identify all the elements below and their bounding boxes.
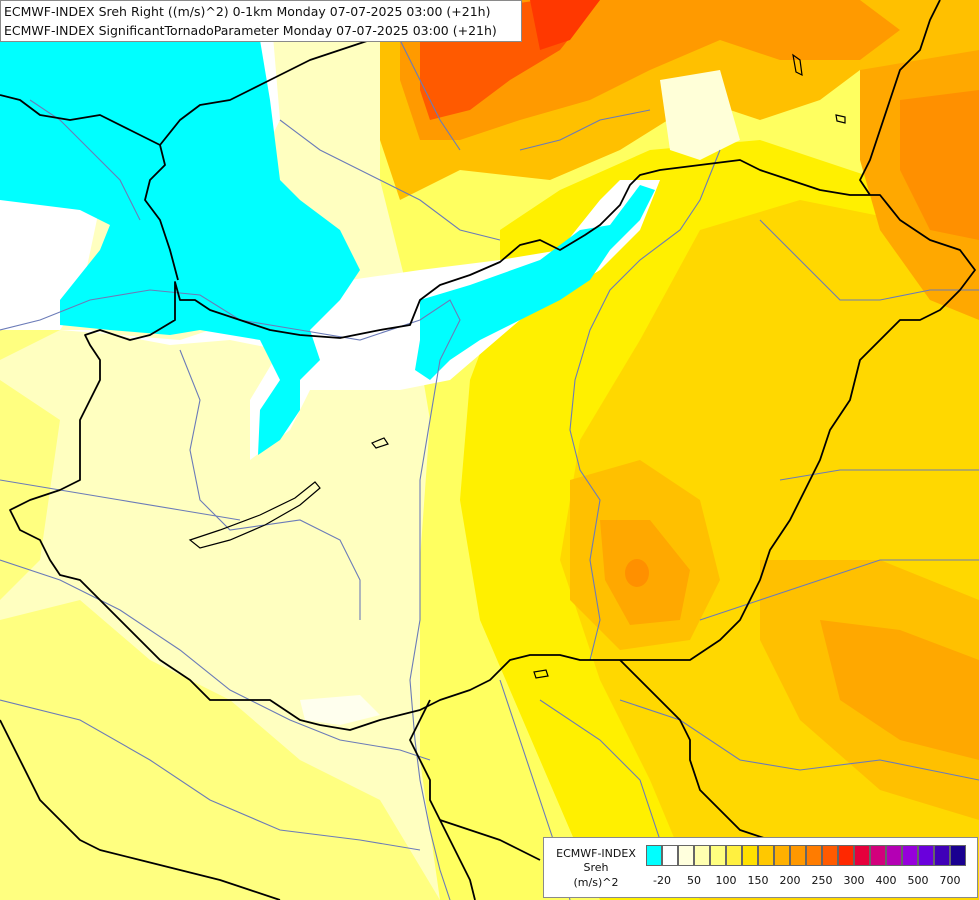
legend-swatch [934,845,950,866]
legend-swatch [870,845,886,866]
legend-swatch [854,845,870,866]
border-southwest [0,719,281,900]
legend-swatch [646,845,662,866]
legend-tick-label: 250 [811,874,833,887]
legend-tick-label: -20 [653,874,671,887]
lake-small-4 [533,669,549,679]
legend-swatch [774,845,790,866]
title-line-1: ECMWF-INDEX Sreh Right ((m/s)^2) 0-1km M… [4,4,491,19]
legend-swatch [838,845,854,866]
river-west-1 [0,479,241,521]
legend-swatch [710,845,726,866]
border-romania-south [619,659,771,841]
legend-source: ECMWF-INDEX [556,847,636,860]
legend-swatch [662,845,678,866]
legend-swatch [950,845,966,866]
legend-tick-label: 50 [687,874,701,887]
lake-small-1 [371,437,389,449]
river-east-1 [759,219,979,301]
border-east [859,0,941,196]
border-croatia [409,699,476,900]
lake-balaton [188,481,321,549]
legend-unit: (m/s)^2 [573,876,619,889]
legend-tick-label: 400 [875,874,897,887]
legend-swatch [678,845,694,866]
field-orange-southeast-core [820,620,979,760]
river-north-2 [399,39,461,151]
title-line-2: ECMWF-INDEX SignificantTornadoParameter … [4,23,497,38]
field-red-north-core [530,0,600,50]
field-white-halo-west [0,180,660,460]
river-tisza [569,149,721,661]
legend-swatch [918,845,934,866]
river-sava [0,699,421,851]
legend-tick-label: 100 [715,874,737,887]
field-orange-east-deep [900,90,979,240]
legend-tick-label: 700 [939,874,961,887]
river-northwest [29,99,141,221]
legend-swatches [646,845,966,866]
border-hungary [9,159,976,731]
river-north-3 [519,109,651,151]
field-yellow-southwest [0,600,440,900]
legend-tick-label: 150 [747,874,769,887]
legend-swatch [822,845,838,866]
legend-tick-label: 300 [843,874,865,887]
border-serbia [439,819,541,861]
field-cyan-river [415,185,655,380]
legend-ticks: -20 50 100 150 200 250 300 400 500 700 [646,874,976,890]
river-west-2 [179,349,361,620]
legend-swatch [790,845,806,866]
color-legend: ECMWF-INDEX Sreh (m/s)^2 -20 50 100 150 200 2… [543,837,978,898]
field-cyan-pocket [118,290,140,315]
river-east-2 [779,469,979,481]
field-white-south [300,695,380,725]
legend-swatch [758,845,774,866]
river-north-1 [279,119,501,241]
river-drava [0,559,431,761]
legend-variable: Sreh [583,861,609,874]
river-east-3 [699,559,979,621]
lake-small-3 [835,114,846,124]
lakes [188,53,846,679]
field-yellow-white-north [660,70,740,160]
river-south-2 [539,699,661,841]
lake-small-2 [792,53,803,77]
river-southeast [619,699,979,781]
field-cyan-northwest [0,0,360,455]
legend-swatch [902,845,918,866]
legend-swatch [806,845,822,866]
legend-swatch [886,845,902,866]
legend-tick-label: 500 [907,874,929,887]
legend-swatch [742,845,758,866]
field-orange-spot [625,559,649,587]
legend-swatch [726,845,742,866]
legend-swatch [694,845,710,866]
rivers [0,39,979,900]
legend-tick-label: 200 [779,874,801,887]
map-title-box: ECMWF-INDEX Sreh Right ((m/s)^2) 0-1km M… [0,0,522,42]
